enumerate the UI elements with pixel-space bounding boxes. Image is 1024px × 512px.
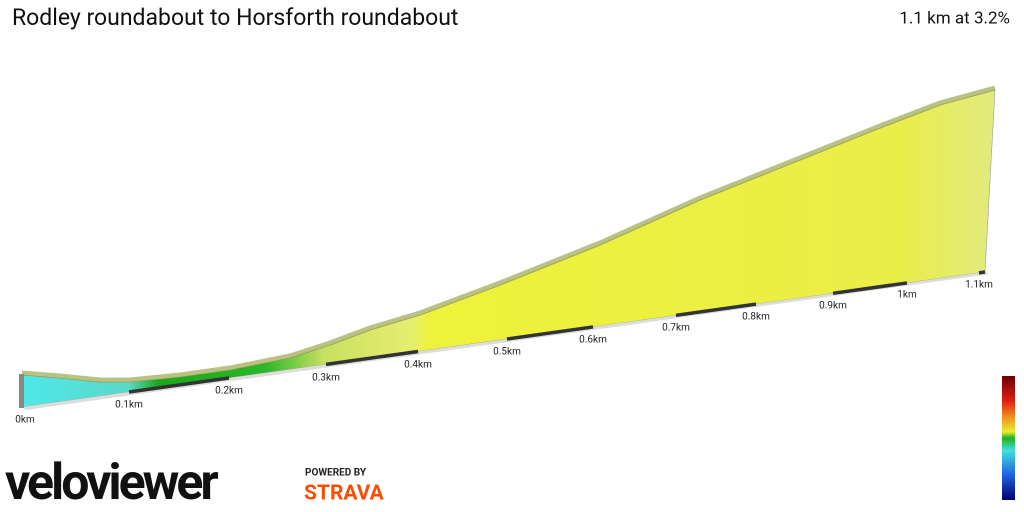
km-label: 0.3km: [312, 373, 340, 384]
strava: STRAVA: [304, 482, 385, 506]
km-label: 0.8km: [742, 312, 770, 323]
profile-top: [21, 85, 996, 383]
logo: veloviewer: [5, 454, 218, 512]
km-segment: [128, 376, 230, 394]
title: Rodley roundabout to Horsforth roundabou…: [12, 4, 458, 31]
km-label: 0.5km: [493, 347, 521, 358]
km-segment: [832, 281, 908, 296]
km-label: 1km: [897, 290, 917, 301]
km-segment: [325, 349, 419, 367]
gradient-bar: [1002, 376, 1015, 500]
km-label: 0.7km: [662, 323, 690, 334]
distance-axis: 0km 0.1km 0.2km 0.3km 0.4km 0.5km 0.6km 0.7km 0.…: [15, 270, 993, 426]
km-label: 0.9km: [819, 301, 847, 312]
elevation-profile: [19, 85, 996, 410]
summary: 1.1 km at 3.2%: [899, 8, 1010, 28]
km-label: 0km: [15, 415, 35, 426]
km-label: 0.2km: [215, 386, 243, 397]
km-label: 1.1km: [965, 280, 993, 291]
km-label: 0.1km: [115, 400, 143, 411]
km-segment: [675, 302, 757, 318]
km-label: 0.4km: [404, 360, 432, 371]
km-label: 0.6km: [579, 335, 607, 346]
km-segment: [506, 325, 594, 341]
profile-edge: [19, 374, 24, 408]
powered-by: POWERED BY: [305, 468, 367, 479]
km-segment: [978, 270, 986, 275]
